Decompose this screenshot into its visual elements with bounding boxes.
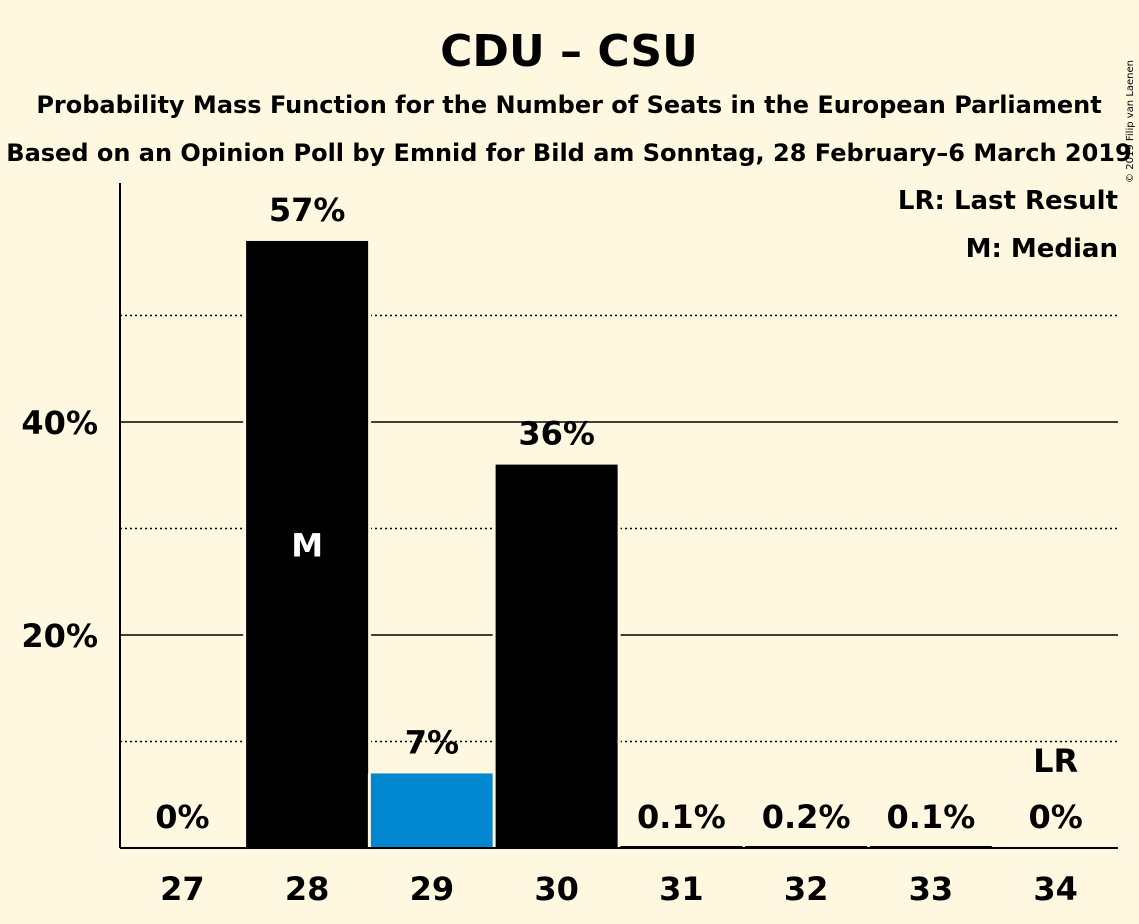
x-tick-label-33: 33 (909, 870, 954, 908)
bar-30 (495, 464, 618, 848)
bar-29 (370, 773, 493, 848)
value-label-29: 7% (405, 723, 459, 761)
x-tick-label-27: 27 (160, 870, 205, 908)
x-tick-label-30: 30 (534, 870, 579, 908)
copyright-text: © 2019 Filip van Laenen (1125, 60, 1136, 183)
chart-title: CDU – CSU (440, 26, 698, 77)
legend-median: M: Median (966, 234, 1118, 264)
x-tick-label-28: 28 (285, 870, 330, 908)
x-tick-label-34: 34 (1033, 870, 1078, 908)
x-tick-label-32: 32 (784, 870, 829, 908)
label-layer: 20% 40% 0% 27 57% 28 M 7% 29 36% 30 0.1% 31 0.2% 32 0.1… (21, 191, 1082, 908)
legend-last-result: LR: Last Result (898, 186, 1118, 216)
last-result-marker: LR (1033, 742, 1078, 780)
y-tick-label-1: 40% (21, 404, 98, 442)
value-label-34: 0% (1028, 798, 1082, 836)
y-tick-label-0: 20% (21, 617, 98, 655)
value-label-32: 0.2% (762, 798, 851, 836)
x-tick-label-29: 29 (410, 870, 455, 908)
chart-subtitle-2: Based on an Opinion Poll by Emnid for Bi… (6, 139, 1131, 167)
value-label-30: 36% (518, 415, 595, 453)
median-marker: M (291, 526, 323, 564)
x-tick-label-31: 31 (659, 870, 704, 908)
value-label-28: 57% (269, 191, 346, 229)
value-label-31: 0.1% (637, 798, 726, 836)
value-label-27: 0% (155, 798, 209, 836)
value-label-33: 0.1% (887, 798, 976, 836)
chart-subtitle-1: Probability Mass Function for the Number… (36, 91, 1101, 119)
bar-layer (243, 240, 992, 848)
bar-28 (246, 240, 369, 848)
